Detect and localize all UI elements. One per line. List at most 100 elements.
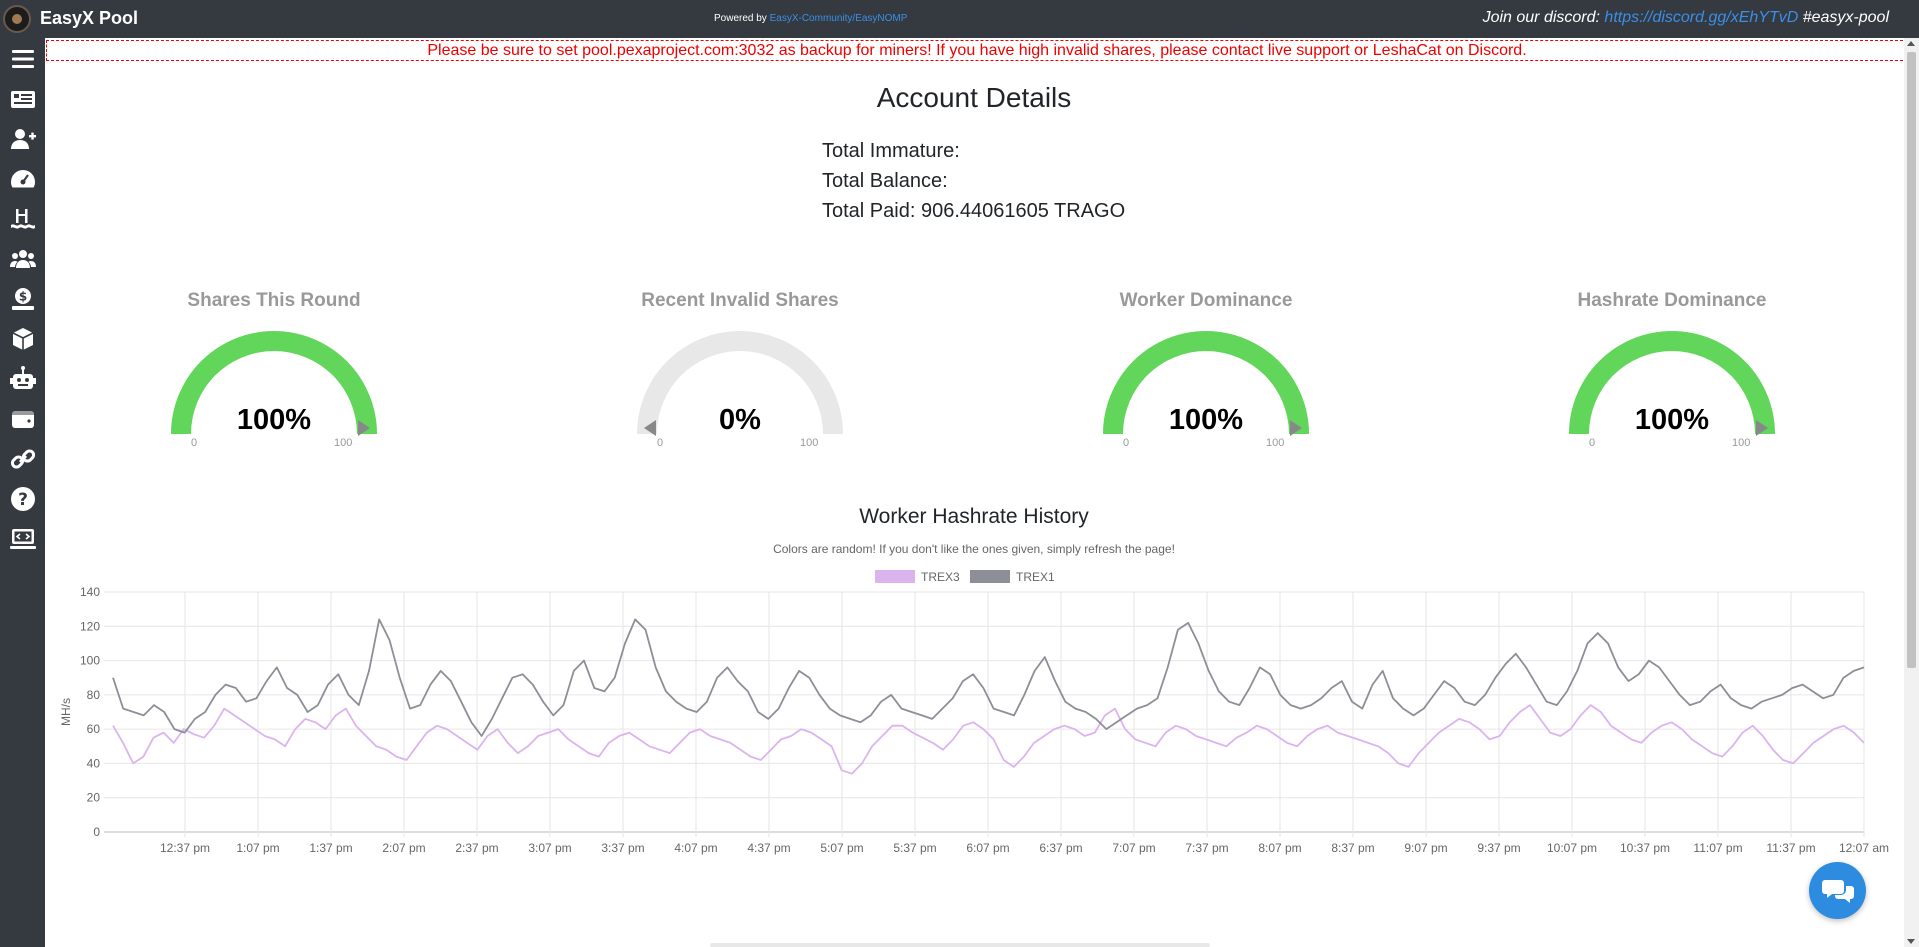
gauge-dial bbox=[637, 331, 843, 436]
news-icon[interactable] bbox=[8, 84, 38, 114]
brand-title[interactable]: EasyX Pool bbox=[40, 8, 139, 28]
payments-icon[interactable]: $ bbox=[8, 284, 38, 314]
series-line-trex1 bbox=[112, 618, 1865, 737]
sidebar: $ ? bbox=[0, 38, 45, 947]
powered-by-label: Powered by bbox=[714, 13, 770, 24]
series-line-trex3 bbox=[112, 704, 1865, 775]
y-tick-label: 120 bbox=[80, 619, 100, 633]
wallet-icon[interactable] bbox=[8, 404, 38, 434]
backup-notice-banner: Please be sure to set pool.pexaproject.c… bbox=[46, 40, 1908, 61]
gauge-title: Worker Dominance bbox=[1119, 290, 1293, 311]
y-tick-label: 100 bbox=[80, 654, 100, 668]
x-tick-label: 9:37 pm bbox=[1477, 841, 1520, 855]
chart-title: Worker Hashrate History bbox=[859, 505, 1089, 528]
page-scrollbar[interactable] bbox=[1904, 38, 1919, 947]
x-tick-label: 12:07 am bbox=[1839, 841, 1889, 855]
pool-logo[interactable] bbox=[3, 5, 31, 33]
legend-label-trex3[interactable]: TREX3 bbox=[921, 570, 960, 584]
x-tick-label: 2:07 pm bbox=[382, 841, 425, 855]
svg-text:?: ? bbox=[18, 490, 28, 510]
gauge-min: 0 bbox=[191, 437, 198, 449]
scroll-up-arrow[interactable] bbox=[1907, 41, 1915, 46]
y-tick-label: 40 bbox=[87, 756, 101, 770]
discord-link[interactable]: https://discord.gg/xEhYTvD bbox=[1604, 9, 1799, 26]
y-tick-label: 0 bbox=[93, 825, 100, 839]
gauge-max: 100 bbox=[800, 437, 819, 449]
gauge-shares-this-round: Shares This Round 100% 0 100 bbox=[124, 288, 424, 458]
y-tick-label: 60 bbox=[87, 722, 101, 736]
x-tick-label: 1:07 pm bbox=[236, 841, 279, 855]
gauge-min: 0 bbox=[657, 437, 664, 449]
x-tick-label: 1:37 pm bbox=[309, 841, 352, 855]
x-tick-label: 8:37 pm bbox=[1331, 841, 1374, 855]
blocks-icon[interactable] bbox=[8, 324, 38, 354]
scroll-thumb[interactable] bbox=[1907, 52, 1916, 668]
gauge-pointer bbox=[1756, 420, 1768, 436]
gauge-pointer bbox=[358, 420, 370, 436]
gauge-max: 100 bbox=[1266, 437, 1285, 449]
pools-icon[interactable] bbox=[8, 204, 38, 234]
gauge-pointer bbox=[644, 420, 656, 436]
x-tick-label: 5:37 pm bbox=[893, 841, 936, 855]
powered-by: Powered by EasyX-Community/EasyNOMP bbox=[714, 13, 907, 24]
x-tick-label: 2:37 pm bbox=[455, 841, 498, 855]
total-immature: Total Immature: bbox=[822, 140, 960, 162]
gauge-recent-invalid-shares: Recent Invalid Shares 0% 0 100 bbox=[590, 288, 890, 458]
chat-bubbles-icon bbox=[1821, 879, 1854, 903]
discord-invite: Join our discord: https://discord.gg/xEh… bbox=[1483, 9, 1889, 27]
worker-hashrate-chart: TREX3 TREX1 0 20 40 60 80 100 120 140 12:37 pm 1:07… bbox=[59, 570, 1889, 855]
gauge-value: 0% bbox=[719, 404, 761, 436]
gauge-fill bbox=[1569, 331, 1775, 434]
gauge-max: 100 bbox=[334, 437, 353, 449]
y-tick-label: 80 bbox=[87, 688, 101, 702]
gauge-min: 0 bbox=[1589, 437, 1596, 449]
discord-label: Join our discord: bbox=[1482, 9, 1605, 26]
live-support-chat-button[interactable] bbox=[1809, 862, 1866, 919]
y-axis-label: MH/s bbox=[59, 698, 73, 726]
top-navbar: EasyX Pool Powered by EasyX-Community/Ea… bbox=[0, 0, 1919, 38]
gauge-fill bbox=[171, 331, 377, 434]
x-tick-label: 8:07 pm bbox=[1258, 841, 1301, 855]
legend-swatch-trex3[interactable] bbox=[875, 570, 915, 583]
getting-started-icon[interactable] bbox=[8, 524, 38, 554]
x-tick-label: 11:07 pm bbox=[1693, 841, 1742, 855]
x-tick-label: 3:07 pm bbox=[528, 841, 571, 855]
gauge-dial bbox=[1569, 331, 1775, 436]
gauge-fill bbox=[1103, 331, 1309, 434]
gauge-title: Recent Invalid Shares bbox=[641, 290, 839, 311]
x-tick-label: 10:37 pm bbox=[1620, 841, 1670, 855]
x-tick-label: 5:07 pm bbox=[820, 841, 863, 855]
gauge-track bbox=[637, 331, 843, 434]
chart-legend: TREX3 TREX1 bbox=[875, 570, 1055, 584]
x-tick-label: 7:07 pm bbox=[1112, 841, 1155, 855]
gauge-max: 100 bbox=[1732, 437, 1751, 449]
y-tick-label: 140 bbox=[80, 585, 100, 599]
links-icon[interactable] bbox=[8, 444, 38, 474]
gauge-hashrate-dominance: Hashrate Dominance 100% 0 100 bbox=[1522, 288, 1822, 458]
svg-text:$: $ bbox=[19, 290, 27, 304]
gauge-worker-dominance: Worker Dominance 100% 0 100 bbox=[1056, 288, 1356, 458]
gauge-title: Hashrate Dominance bbox=[1577, 290, 1767, 311]
gauge-dial bbox=[1103, 331, 1309, 436]
x-tick-label: 7:37 pm bbox=[1185, 841, 1228, 855]
x-tick-label: 9:07 pm bbox=[1404, 841, 1447, 855]
miners-icon[interactable] bbox=[8, 244, 38, 274]
total-paid: Total Paid: 906.44061605 TRAGO bbox=[822, 200, 1126, 222]
y-tick-label: 20 bbox=[87, 791, 101, 805]
x-tick-label: 6:37 pm bbox=[1039, 841, 1082, 855]
discord-channel: #easyx-pool bbox=[1798, 9, 1889, 26]
x-tick-label: 6:07 pm bbox=[966, 841, 1009, 855]
x-tick-label: 4:07 pm bbox=[674, 841, 717, 855]
gauge-value: 100% bbox=[1168, 404, 1244, 436]
legend-swatch-trex1[interactable] bbox=[970, 570, 1010, 583]
legend-label-trex1[interactable]: TREX1 bbox=[1016, 570, 1055, 584]
bottom-panel-edge bbox=[710, 943, 1210, 947]
dashboard-icon[interactable] bbox=[8, 164, 38, 194]
gauge-pointer bbox=[1290, 420, 1302, 436]
register-user-icon[interactable] bbox=[8, 124, 38, 154]
easynomp-link[interactable]: EasyX-Community/EasyNOMP bbox=[769, 13, 908, 24]
scroll-down-arrow[interactable] bbox=[1907, 939, 1915, 944]
menu-icon[interactable] bbox=[8, 44, 38, 74]
help-icon[interactable]: ? bbox=[8, 484, 38, 514]
bot-icon[interactable] bbox=[8, 364, 38, 394]
